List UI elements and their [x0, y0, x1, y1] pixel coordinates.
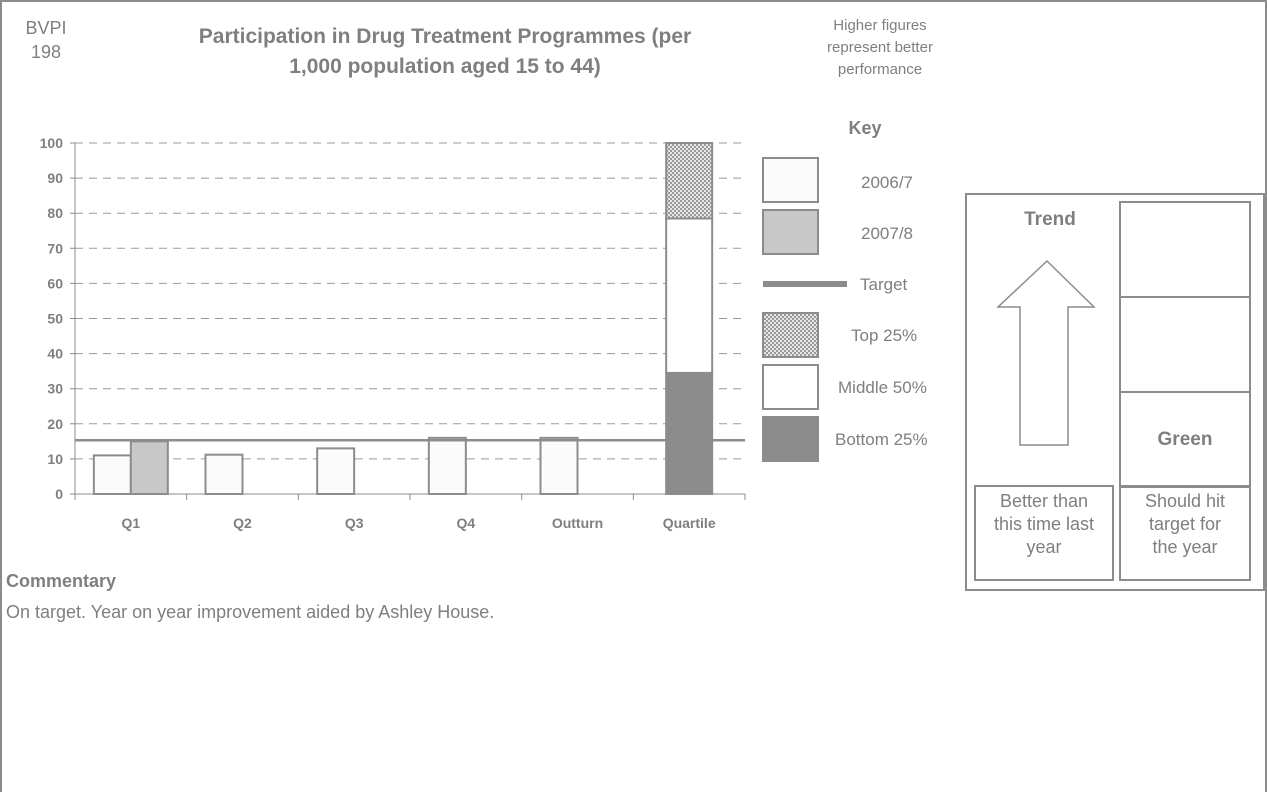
commentary-heading: Commentary — [6, 571, 117, 591]
y-tick-label: 30 — [47, 381, 63, 397]
key-title: Key — [848, 118, 882, 138]
key-swatch-top-25 — [762, 312, 819, 358]
x-tick-label: Q4 — [456, 515, 475, 531]
bar-2006-7 — [204, 453, 244, 495]
trend-caption-line-3: year — [1026, 537, 1062, 557]
key-swatch-middle-50 — [762, 364, 819, 410]
performance-note-line-2: represent better — [827, 39, 933, 56]
quartile-band-bottom — [665, 371, 714, 495]
key-swatches — [762, 157, 847, 462]
target-caption-line-2: target for — [1148, 514, 1222, 534]
quartile-band-middle — [665, 217, 714, 374]
bar-2006-7 — [539, 436, 579, 495]
y-tick-label: 20 — [47, 416, 63, 432]
bar-2006-7 — [92, 454, 132, 496]
bar-2006-7 — [316, 447, 356, 495]
performance-note-line-3: performance — [837, 61, 923, 78]
y-tick-label: 40 — [47, 346, 63, 362]
bar-chart: 0 10 20 30 40 50 60 70 80 90 100 Q1 Q2 Q3 Q4 Outturn Qua… — [40, 135, 746, 531]
quartile-band-top — [665, 142, 714, 220]
bvpi-number: 198 — [30, 42, 62, 62]
x-tick-label: Q2 — [233, 515, 252, 531]
trend-caption-box — [974, 485, 1114, 581]
key-swatch-2006-7 — [762, 157, 819, 203]
key-label-target: Target — [860, 275, 908, 294]
x-tick-label: Outturn — [552, 515, 603, 531]
key-label-bottom-25: Bottom 25% — [835, 430, 928, 449]
traffic-light-status: Green — [1157, 429, 1213, 450]
trend-title: Trend — [1024, 209, 1076, 230]
bvpi-code: BVPI 198 — [25, 16, 67, 64]
key-label-top-25: Top 25% — [851, 326, 918, 345]
chart-title: Participation in Drug Treatment Programm… — [130, 22, 760, 82]
x-tick-label: Quartile — [663, 515, 716, 531]
target-caption-box — [1119, 485, 1251, 581]
y-tick-label: 90 — [47, 170, 63, 186]
y-tick-label: 70 — [47, 240, 63, 256]
y-tick-label: 60 — [47, 275, 63, 291]
y-tick-label: 100 — [40, 135, 64, 151]
traffic-light-amber-cell — [1119, 296, 1251, 393]
y-tick-label: 10 — [47, 451, 63, 467]
bar-2007-8 — [129, 440, 169, 496]
key-swatch-2007-8 — [762, 209, 819, 255]
chart-title-line-1: Participation in Drug Treatment Programm… — [198, 25, 692, 48]
trend-caption: Better than this time last year — [976, 490, 1112, 559]
bar-2006-7 — [427, 436, 467, 495]
key-label-2006-7: 2006/7 — [861, 173, 913, 192]
y-tick-label: 50 — [47, 311, 63, 327]
status-panel — [965, 193, 1265, 591]
trend-caption-line-1: Better than — [999, 491, 1089, 511]
target-caption-line-3: the year — [1152, 537, 1218, 557]
target-caption-line-1: Should hit — [1144, 491, 1226, 511]
target-caption: Should hit target for the year — [1121, 490, 1249, 559]
traffic-light-green-cell — [1119, 391, 1251, 488]
y-tick-label: 0 — [55, 486, 63, 502]
trend-caption-line-2: this time last — [993, 514, 1095, 534]
key-label-2007-8: 2007/8 — [861, 224, 913, 243]
x-tick-label: Q3 — [345, 515, 364, 531]
key-label-middle-50: Middle 50% — [838, 378, 927, 397]
chart-title-line-2: 1,000 population aged 15 to 44) — [289, 55, 601, 78]
x-tick-label: Q1 — [121, 515, 140, 531]
commentary-text: On target. Year on year improvement aide… — [6, 602, 495, 622]
y-tick-label: 80 — [47, 205, 63, 221]
key-swatch-bottom-25 — [762, 416, 819, 462]
performance-note: Higher figures represent better performa… — [800, 15, 960, 81]
performance-note-line-1: Higher figures — [833, 17, 927, 34]
traffic-light-red-cell — [1119, 201, 1251, 298]
up-arrow-icon — [996, 259, 1096, 446]
bvpi-label: BVPI — [25, 18, 67, 38]
key-swatch-target — [763, 281, 847, 287]
